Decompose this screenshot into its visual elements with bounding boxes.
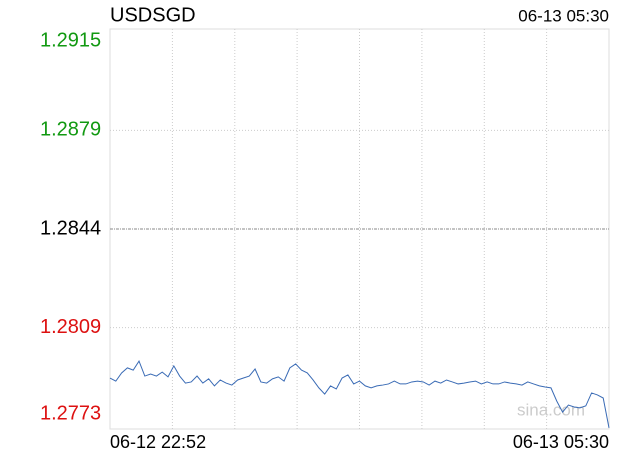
price-line xyxy=(109,360,610,428)
y-tick-label: 1.2844 xyxy=(40,217,101,239)
y-tick-label: 1.2773 xyxy=(40,402,101,424)
x-tick-label: 06-12 22:52 xyxy=(110,432,206,452)
x-tick-label: 06-13 05:30 xyxy=(513,432,609,452)
chart-title: USDSGD xyxy=(110,4,196,26)
watermark: sina.com xyxy=(517,400,585,419)
y-tick-label: 1.2915 xyxy=(40,29,101,51)
y-tick-label: 1.2879 xyxy=(40,119,101,141)
y-tick-label: 1.2809 xyxy=(40,316,101,338)
vertical-grid xyxy=(171,29,548,429)
timestamp: 06-13 05:30 xyxy=(518,6,609,25)
